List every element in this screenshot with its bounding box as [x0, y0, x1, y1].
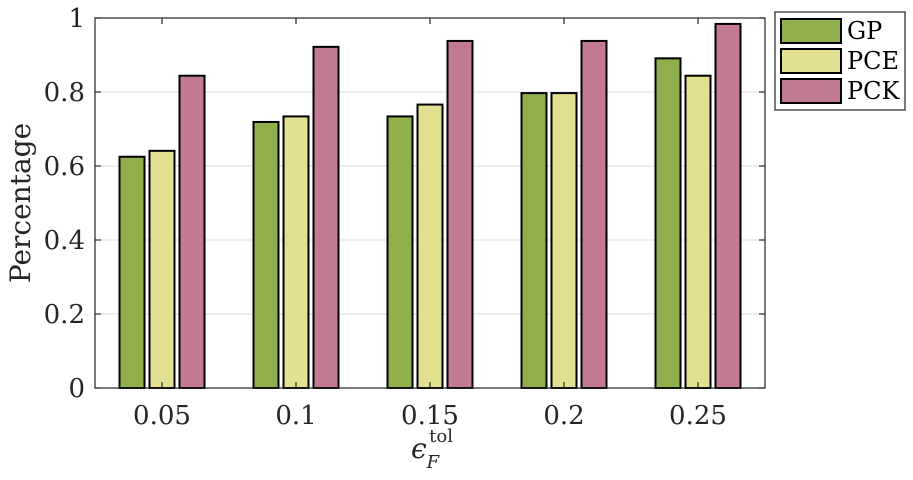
legend-label-gp: GP: [847, 17, 882, 45]
bar-pck-0.1: [312, 45, 340, 390]
bar-gp-0.25: [654, 57, 682, 390]
x-axis-label-superscript: tol: [429, 426, 453, 447]
bar-pce-0.25: [684, 74, 712, 389]
legend-swatch-gp: [780, 18, 842, 44]
bars: [118, 22, 742, 390]
x-tick-label: 0.25: [669, 401, 727, 431]
y-axis-ticks: 0 0.2 0.4 0.6 0.8 1: [44, 4, 765, 404]
x-axis-label: ϵFtol: [411, 426, 453, 473]
x-tick-label: 0.1: [275, 401, 316, 431]
bar-pck-0.05: [178, 74, 206, 389]
y-tick-label: 0.8: [44, 78, 85, 108]
y-axis-label: Percentage: [4, 123, 37, 283]
bar-pce-0.1: [282, 115, 310, 389]
x-axis-label-symbol: ϵ: [411, 432, 427, 465]
bar-pce-0.15: [416, 103, 444, 390]
bar-gp-0.2: [520, 92, 548, 390]
x-tick-label: 0.15: [401, 401, 459, 431]
y-tick-label: 1: [68, 4, 85, 34]
y-tick-label: 0.6: [44, 152, 85, 182]
bar-gp-0.15: [386, 115, 414, 389]
bar-pck-0.25: [714, 22, 742, 389]
bar-pck-0.2: [580, 39, 608, 389]
svg-text:ϵFtol: ϵFtol: [411, 426, 453, 473]
bar-pce-0.05: [148, 149, 176, 389]
legend-label-pck: PCK: [847, 77, 901, 105]
legend-label-pce: PCE: [847, 47, 899, 75]
bar-pck-0.15: [446, 39, 474, 389]
y-tick-label: 0: [68, 374, 85, 404]
y-tick-label: 0.4: [44, 226, 85, 256]
x-axis-label-subscript: F: [426, 452, 441, 473]
x-tick-label: 0.05: [133, 401, 191, 431]
bar-pce-0.2: [550, 92, 578, 390]
legend-swatch-pck: [780, 78, 842, 104]
x-tick-label: 0.2: [543, 401, 584, 431]
bar-gp-0.05: [118, 155, 146, 389]
legend-swatch-pce: [780, 48, 842, 74]
y-tick-label: 0.2: [44, 300, 85, 330]
x-axis-ticks: 0.05 0.1 0.15 0.2 0.25: [133, 18, 727, 431]
bar-gp-0.1: [252, 120, 280, 389]
